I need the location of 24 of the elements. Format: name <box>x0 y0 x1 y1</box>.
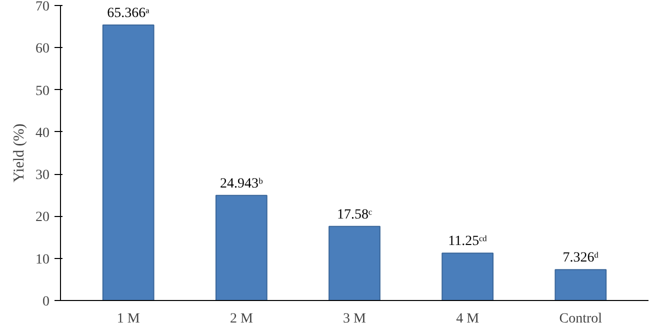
y-tick-label: 40 <box>36 126 50 141</box>
x-tick-label: 3 M <box>343 312 367 326</box>
y-tick-label: 50 <box>36 84 50 99</box>
bar <box>215 194 268 300</box>
data-label: 11.25ᶜᵈ <box>448 234 488 250</box>
y-tick-label: 0 <box>42 294 50 310</box>
y-tick-label: 70 <box>36 0 50 14</box>
y-axis-title: Yield (%) <box>12 124 28 182</box>
y-tick-label: 20 <box>36 210 50 226</box>
bar <box>102 24 154 300</box>
x-tick-label: 1 M <box>116 312 140 326</box>
y-tick-label: 10 <box>36 252 50 268</box>
data-label: 65.366ᵃ <box>107 6 150 22</box>
y-tick-label: 30 <box>36 168 50 184</box>
data-label: 7.326ᵈ <box>562 250 600 266</box>
bar <box>328 226 380 300</box>
x-tick-label: 4 M <box>456 312 480 326</box>
data-label: 24.943ᵇ <box>220 176 264 192</box>
data-label: 17.58ᶜ <box>336 207 372 222</box>
x-tick-label: Control <box>559 312 602 326</box>
bar <box>554 269 607 300</box>
bar <box>442 252 494 300</box>
y-tick-label: 60 <box>36 42 50 57</box>
x-tick-label: 2 M <box>230 312 254 326</box>
